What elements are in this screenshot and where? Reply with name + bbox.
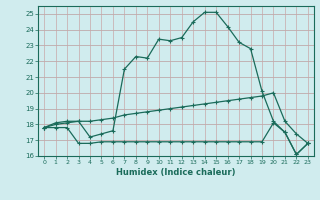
X-axis label: Humidex (Indice chaleur): Humidex (Indice chaleur) [116,168,236,177]
